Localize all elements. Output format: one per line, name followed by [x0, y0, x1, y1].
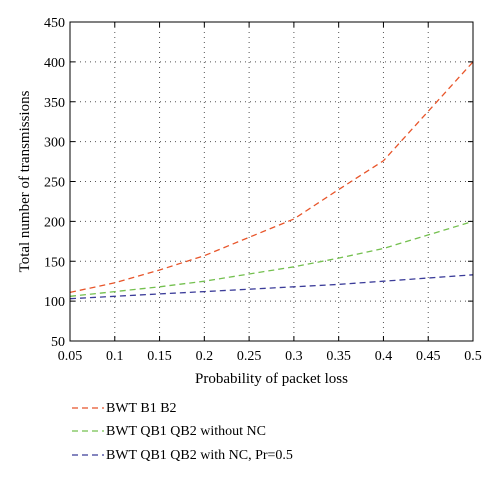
- x-tick-label: 0.2: [196, 349, 214, 364]
- x-tick-label: 0.3: [285, 349, 303, 364]
- y-tick-label: 400: [44, 56, 65, 71]
- y-tick-label: 50: [51, 335, 65, 350]
- y-axis: 50 100 150 200 250 300 350 400 450: [44, 16, 473, 350]
- y-tick-label: 150: [44, 255, 65, 270]
- legend-label: BWT QB1 QB2 with NC, Pr=0.5: [106, 448, 293, 463]
- y-tick-label: 450: [44, 16, 65, 31]
- x-tick-label: 0.4: [375, 349, 393, 364]
- x-axis: 0.05 0.1 0.15 0.2 0.25 0.3 0.35 0.4 0.45 0.5: [58, 22, 482, 364]
- x-tick-label: 0.05: [58, 349, 83, 364]
- plot-area: [69, 61, 474, 300]
- legend-label: BWT B1 B2: [106, 401, 177, 416]
- series-line: [69, 220, 474, 297]
- x-tick-label: 0.35: [326, 349, 351, 364]
- x-tick-label: 0.1: [106, 349, 124, 364]
- y-tick-label: 250: [44, 176, 65, 191]
- y-axis-title: Total number of transmissions: [17, 90, 33, 272]
- legend: BWT B1 B2 BWT QB1 QB2 without NC BWT QB1 Q…: [72, 401, 293, 463]
- y-tick-label: 200: [44, 215, 65, 230]
- grid: [70, 22, 473, 341]
- series-line: [69, 274, 474, 300]
- x-tick-label: 0.15: [147, 349, 172, 364]
- series-line: [69, 61, 474, 294]
- x-tick-label: 0.5: [464, 349, 482, 364]
- y-tick-label: 350: [44, 96, 65, 111]
- legend-label: BWT QB1 QB2 without NC: [106, 424, 266, 439]
- x-axis-title: Probability of packet loss: [195, 371, 348, 387]
- y-tick-label: 100: [44, 295, 65, 310]
- x-tick-label: 0.25: [237, 349, 262, 364]
- x-tick-label: 0.45: [416, 349, 441, 364]
- y-tick-label: 300: [44, 136, 65, 151]
